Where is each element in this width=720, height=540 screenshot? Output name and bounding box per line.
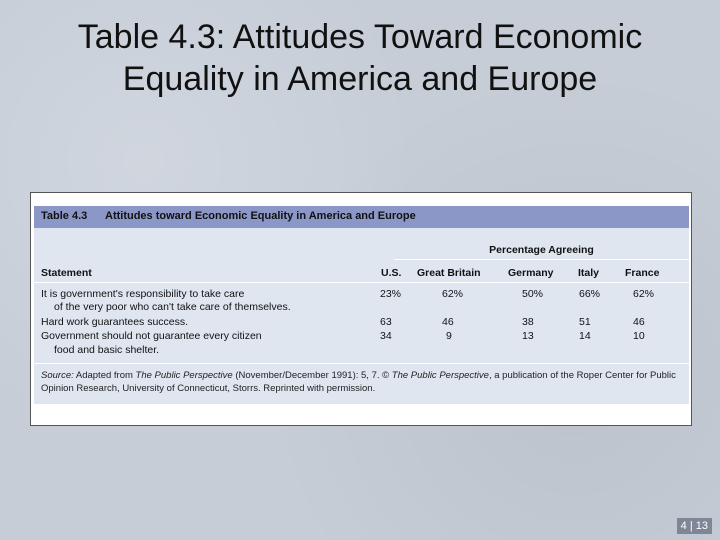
table-number: Table 4.3 — [41, 210, 88, 222]
column-header-us: U.S. — [381, 267, 402, 279]
table-header-bar: Table 4.3 Attitudes toward Economic Equa… — [34, 206, 689, 228]
column-header-great-britain: Great Britain — [417, 267, 481, 279]
table-caption: Attitudes toward Economic Equality in Am… — [105, 210, 416, 222]
column-header-france: France — [625, 267, 660, 279]
source-label: Source: — [41, 370, 74, 381]
row-statement-line-1: It is government's responsibility to tak… — [41, 288, 245, 300]
row-statement-line-1: Government should not guarantee every ci… — [41, 330, 262, 342]
table-figure: Table 4.3 Attitudes toward Economic Equa… — [30, 192, 692, 426]
slide-title-line-2: Equality in America and Europe — [122, 60, 598, 98]
table-panel: Table 4.3 Attitudes toward Economic Equa… — [34, 206, 689, 404]
cell-great-britain: 62% — [442, 288, 464, 300]
column-header-italy: Italy — [578, 267, 600, 279]
footer-rule — [34, 363, 689, 364]
row-statement-line-1: Hard work guarantees success. — [41, 316, 189, 328]
cell-france: 62% — [633, 288, 655, 300]
row-statement-line-2: food and basic shelter. — [54, 344, 160, 356]
cell-france: 10 — [633, 330, 645, 342]
page-number: 4 | 13 — [676, 518, 712, 534]
cell-france: 46 — [633, 316, 645, 328]
percentage-heading: Percentage Agreeing — [489, 244, 594, 256]
cell-italy: 51 — [579, 316, 591, 328]
source-publication-2: The Public Perspective — [391, 370, 489, 381]
column-header-statement: Statement — [41, 267, 92, 279]
cell-great-britain: 46 — [442, 316, 454, 328]
cell-great-britain: 9 — [446, 330, 452, 342]
source-text-2: (November/December 1991): 5, 7. © — [232, 370, 392, 381]
cell-us: 63 — [380, 316, 392, 328]
slide-title-line-1: Table 4.3: Attitudes Toward Economic — [77, 18, 643, 56]
source-text-3: , a publication of the Roper Center for … — [41, 370, 676, 394]
cell-us: 34 — [380, 330, 392, 342]
cell-germany: 13 — [522, 330, 534, 342]
slide-title: Table 4.3: Attitudes Toward Economic Equ… — [20, 16, 700, 100]
cell-us: 23% — [380, 288, 402, 300]
cell-germany: 50% — [522, 288, 544, 300]
cell-germany: 38 — [522, 316, 534, 328]
source-note: Source: Adapted from The Public Perspect… — [41, 369, 686, 395]
column-header-germany: Germany — [508, 267, 554, 279]
cell-italy: 66% — [579, 288, 601, 300]
row-statement-line-2: of the very poor who can't take care of … — [54, 301, 291, 313]
header-rule — [34, 282, 689, 283]
source-publication-1: The Public Perspective — [135, 370, 233, 381]
source-text-1: Adapted from — [73, 370, 136, 381]
group-heading-rule — [394, 259, 689, 260]
cell-italy: 14 — [579, 330, 591, 342]
